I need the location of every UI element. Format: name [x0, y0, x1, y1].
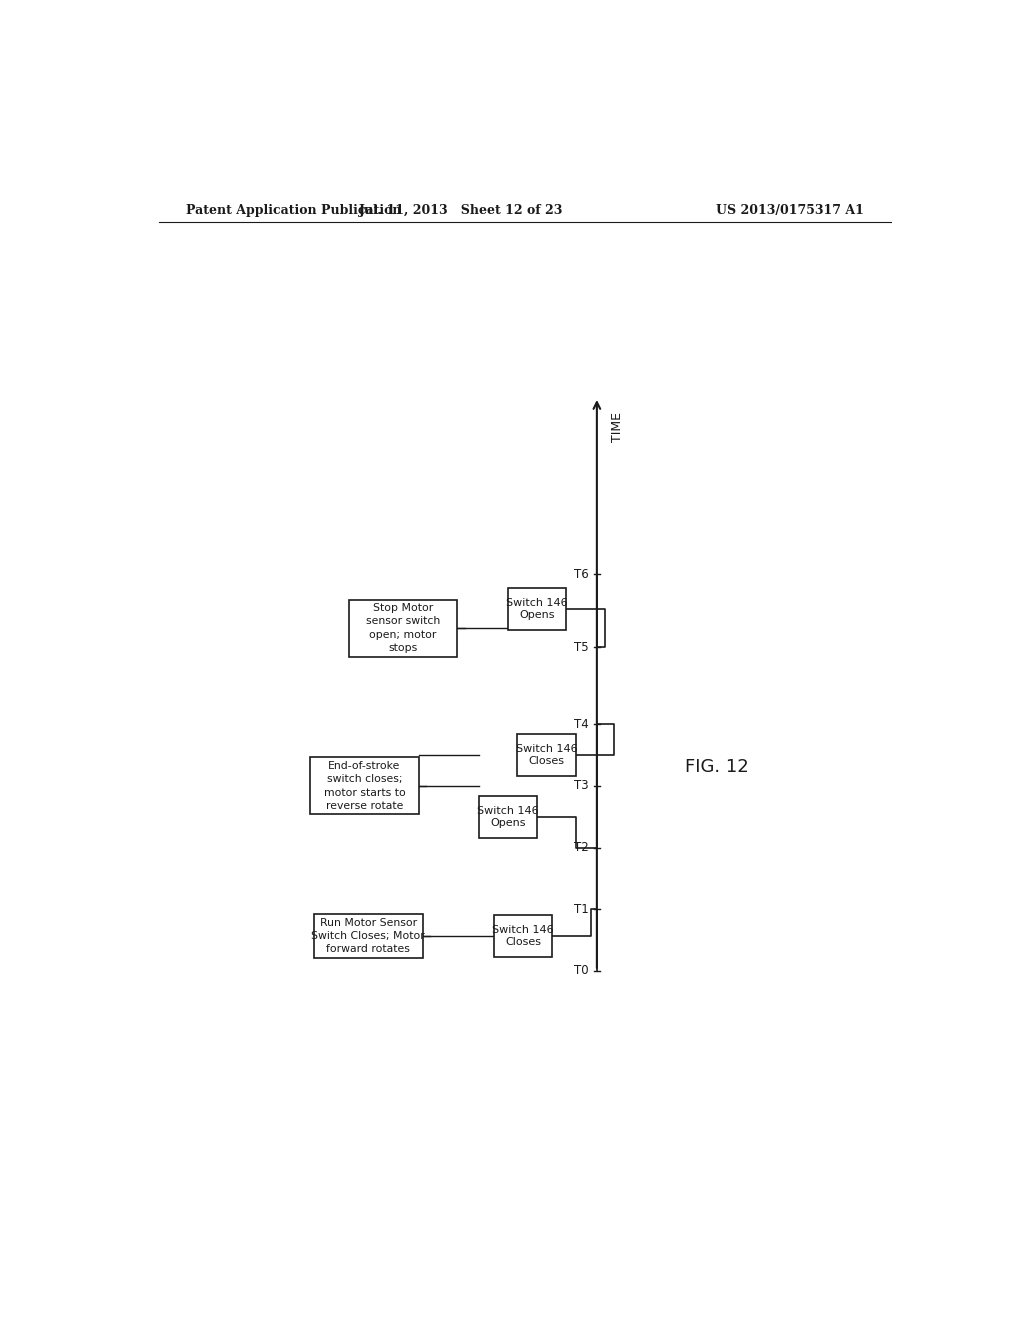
Bar — [314, 913, 423, 958]
Text: Run Motor Sensor
Switch Closes; Motor
forward rotates: Run Motor Sensor Switch Closes; Motor fo… — [311, 917, 425, 954]
Text: T0: T0 — [574, 964, 589, 977]
Text: End-of-stroke
switch closes;
motor starts to
reverse rotate: End-of-stroke switch closes; motor start… — [324, 762, 406, 810]
Text: Switch 146
Closes: Switch 146 Closes — [516, 744, 578, 767]
Text: T3: T3 — [574, 779, 589, 792]
Text: Switch 146
Closes: Switch 146 Closes — [493, 925, 554, 948]
Text: Jul. 11, 2013   Sheet 12 of 23: Jul. 11, 2013 Sheet 12 of 23 — [359, 205, 563, 218]
Bar — [310, 758, 419, 814]
Text: FIG. 12: FIG. 12 — [685, 758, 749, 776]
Text: US 2013/0175317 A1: US 2013/0175317 A1 — [717, 205, 864, 218]
Bar — [495, 915, 552, 957]
Text: TIME: TIME — [611, 412, 624, 442]
Text: T2: T2 — [574, 841, 589, 854]
Text: T6: T6 — [574, 568, 589, 581]
Bar — [517, 734, 575, 776]
Text: Switch 146
Opens: Switch 146 Opens — [507, 598, 568, 620]
Text: T1: T1 — [574, 903, 589, 916]
Bar — [508, 587, 566, 630]
Text: Stop Motor
sensor switch
open; motor
stops: Stop Motor sensor switch open; motor sto… — [366, 603, 440, 653]
Text: Patent Application Publication: Patent Application Publication — [186, 205, 401, 218]
Text: Switch 146
Opens: Switch 146 Opens — [477, 805, 539, 828]
Bar — [349, 599, 458, 656]
Text: T5: T5 — [574, 640, 589, 653]
Text: T4: T4 — [574, 718, 589, 731]
Bar — [478, 796, 537, 838]
